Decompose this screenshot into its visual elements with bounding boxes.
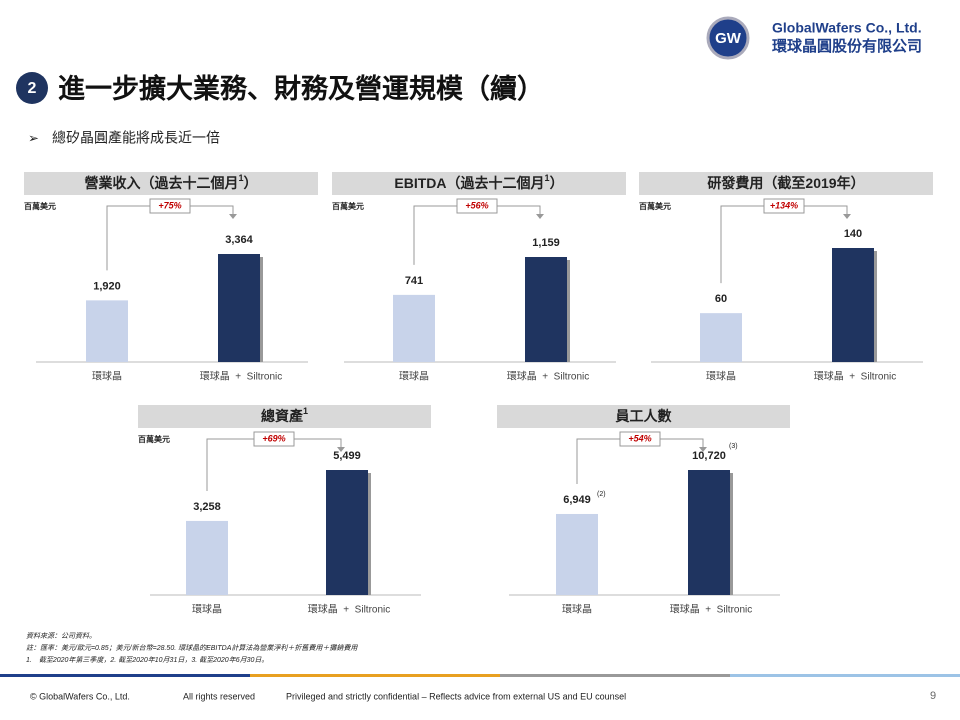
- chart-title-end: ）: [550, 175, 564, 191]
- chart-title-sup: 1: [545, 173, 550, 183]
- logo-circle: [706, 16, 750, 60]
- company-zh: 環球晶圓股份有限公司: [772, 37, 922, 55]
- bar: [556, 513, 598, 595]
- chart-title-text: 總資產: [261, 408, 303, 424]
- growth-label: +134%: [770, 200, 798, 210]
- unit-label: 百萬美元: [639, 201, 671, 211]
- bar: [326, 470, 368, 595]
- value-label: 1,159: [532, 237, 560, 249]
- growth-box: [456, 198, 498, 214]
- bar: [832, 248, 874, 362]
- bar: [525, 257, 567, 362]
- growth-arrow: [699, 447, 707, 452]
- chart-header: [332, 172, 626, 195]
- chart-header: [138, 405, 431, 428]
- growth-box: [149, 198, 191, 214]
- growth-label: +56%: [465, 200, 488, 210]
- footer-bar: [500, 674, 730, 677]
- category-label: 環球晶: [706, 370, 736, 383]
- bar: [86, 300, 128, 362]
- value-label: 140: [844, 228, 862, 240]
- value-label: 741: [405, 275, 423, 287]
- chart-title: 員工人數: [615, 408, 672, 424]
- value-label: 1,920: [93, 280, 121, 292]
- value-label: 5,499: [333, 450, 361, 462]
- slide-title: 進一步擴大業務、財務及營運規模（續）: [58, 73, 544, 104]
- chart-title: EBITDA（過去十二個月1）: [394, 173, 563, 190]
- value-label: 10,720: [692, 450, 726, 462]
- value-note: (3): [729, 443, 738, 450]
- chart-title-end: ）: [244, 175, 258, 191]
- bullet-marker: ➢: [28, 130, 39, 145]
- growth-label: +54%: [628, 433, 651, 443]
- chart-title-text: 營業收入（過去十二個月: [84, 175, 238, 191]
- category-label: 環球晶 + Siltronic: [814, 370, 897, 383]
- category-label: 環球晶: [562, 603, 592, 616]
- growth-arrow: [843, 214, 851, 219]
- chart-header: [639, 172, 933, 195]
- chart-title: 營業收入（過去十二個月1）: [84, 173, 257, 190]
- footer-bar: [0, 674, 250, 677]
- growth-label: +69%: [262, 433, 285, 443]
- chart-title: 研發費用（截至2019年）: [707, 175, 864, 191]
- category-label: 環球晶: [399, 370, 429, 383]
- growth-arrow: [337, 447, 345, 452]
- chart-header: [497, 405, 790, 428]
- category-label: 環球晶: [92, 370, 122, 383]
- growth-label: +75%: [158, 200, 181, 210]
- value-label: 60: [715, 293, 727, 305]
- unit-label: 百萬美元: [138, 434, 170, 444]
- footer-rights: All rights reserved: [183, 691, 255, 701]
- section-number: 2: [28, 80, 37, 97]
- bar: [688, 470, 730, 595]
- bar: [700, 313, 742, 362]
- category-label: 環球晶: [192, 603, 222, 616]
- category-label: 環球晶 + Siltronic: [200, 370, 283, 383]
- footer-bar: [250, 674, 500, 677]
- note: 註：匯率：美元/歐元=0.85；美元/新台幣=28.50. 環球晶的EBITDA…: [26, 644, 358, 652]
- chart-title-text: 研發費用（截至2019年）: [707, 175, 864, 191]
- company-en: GlobalWafers Co., Ltd.: [772, 20, 922, 36]
- footer-copyright: © GlobalWafers Co., Ltd.: [30, 691, 130, 701]
- category-label: 環球晶 + Siltronic: [670, 603, 753, 616]
- value-label: 3,364: [225, 234, 253, 246]
- value-label: 3,258: [193, 501, 221, 513]
- logo-mark: GW: [715, 30, 742, 47]
- note: 1. 截至2020年第三季度，2. 截至2020年10月31日，3. 截至202…: [26, 656, 268, 664]
- growth-box: [763, 198, 805, 214]
- chart-title: 總資產1: [261, 406, 308, 423]
- chart-title-sup: 1: [238, 173, 243, 183]
- unit-label: 百萬美元: [24, 201, 56, 211]
- section-badge: [16, 72, 48, 104]
- growth-arrow: [536, 214, 544, 219]
- growth-box: [619, 431, 661, 447]
- page-number: 9: [930, 690, 936, 702]
- footer-confidential: Privileged and strictly confidential – R…: [286, 691, 626, 701]
- chart-title-sup: 1: [303, 406, 308, 416]
- chart-title-text: EBITDA（過去十二個月: [394, 175, 544, 191]
- category-label: 環球晶 + Siltronic: [507, 370, 590, 383]
- chart-header: [24, 172, 318, 195]
- bar: [186, 520, 228, 595]
- bar: [393, 294, 435, 362]
- footer-bar: [730, 674, 960, 677]
- value-label: 6,949: [563, 494, 591, 506]
- growth-box: [253, 431, 295, 447]
- bar: [218, 254, 260, 362]
- unit-label: 百萬美元: [332, 201, 364, 211]
- note: 資料來源：公司資料。: [26, 632, 96, 640]
- value-note: (2): [597, 491, 606, 498]
- growth-arrow: [229, 214, 237, 219]
- chart-title-text: 員工人數: [615, 408, 672, 424]
- category-label: 環球晶 + Siltronic: [308, 603, 391, 616]
- bullet-text: 總矽晶圓產能將成長近一倍: [52, 130, 220, 146]
